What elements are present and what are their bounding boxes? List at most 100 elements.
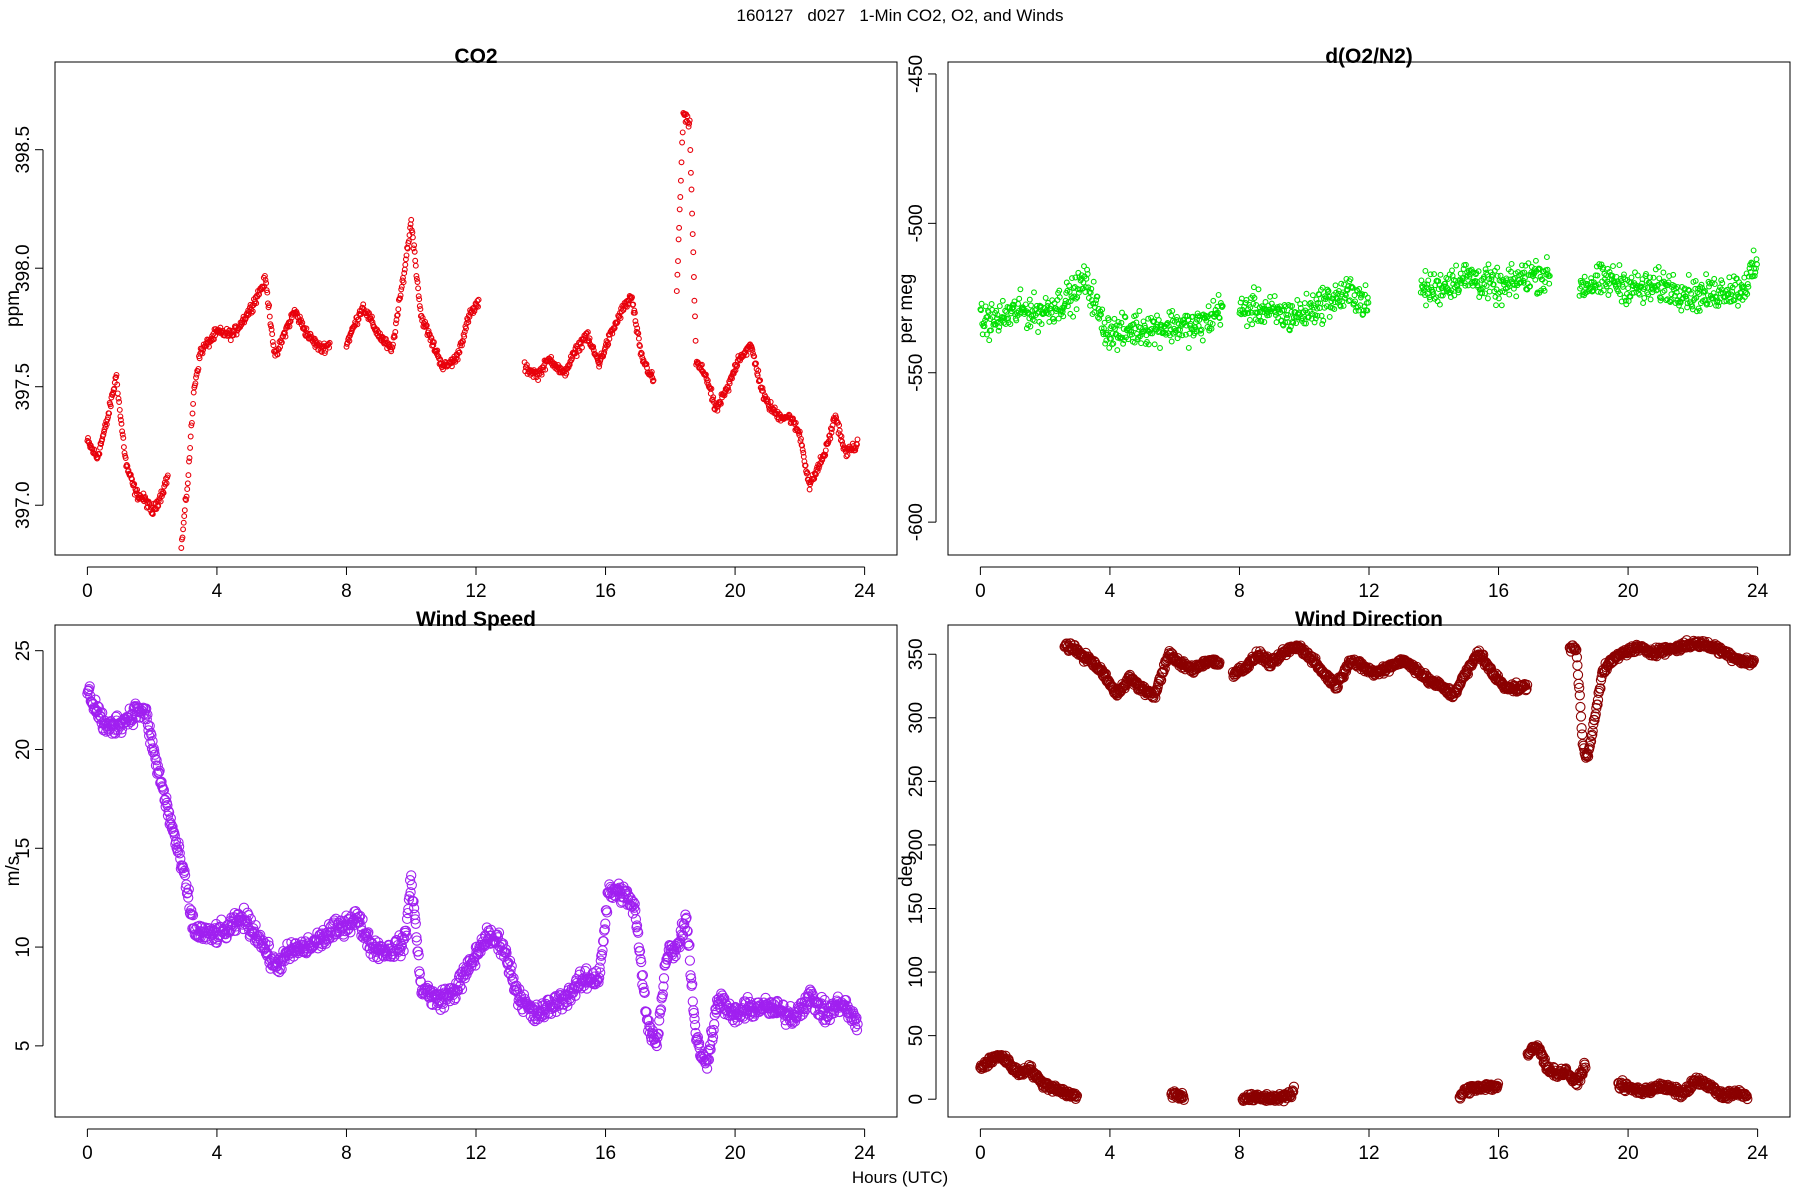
co2-data-point (786, 412, 793, 419)
co2-data-point (584, 329, 591, 336)
wind-speed-data-point (503, 957, 514, 968)
wind-direction-y-tick-label: 50 (906, 1025, 927, 1046)
co2-data-point (190, 389, 197, 396)
o2-data-point (979, 331, 986, 338)
o2-data-point (1106, 344, 1113, 351)
o2-data-point (1728, 291, 1734, 298)
co2-data-point (416, 303, 423, 310)
o2-data-point (1216, 315, 1223, 322)
o2-data-point (1101, 319, 1108, 326)
co2-data-point (573, 353, 580, 360)
wind-speed-x-tick-label: 0 (82, 1143, 93, 1164)
o2-data-point (1314, 305, 1320, 312)
co2-data-point (163, 480, 170, 487)
o2-x-tick-label: 4 (1105, 581, 1116, 602)
wind-speed-data-point (159, 794, 171, 805)
o2-data-point (1431, 271, 1438, 278)
o2-data-point (1546, 280, 1553, 287)
co2-data-point (676, 206, 683, 213)
o2-data-point (1157, 345, 1163, 351)
o2-data-point (1686, 287, 1693, 294)
o2-data-point (1115, 319, 1122, 325)
co2-y-tick-label: 397.5 (13, 363, 34, 411)
o2-data-point (1711, 275, 1718, 282)
o2-data-point (1073, 295, 1079, 302)
o2-data-point (1174, 313, 1180, 320)
co2-data-point (725, 387, 732, 394)
wind-speed-data-point (719, 993, 730, 1004)
o2-data-point (1460, 275, 1466, 281)
wind-speed-data-point (413, 950, 424, 961)
o2-data-point (1501, 289, 1508, 296)
co2-observations (84, 109, 861, 551)
o2-data-point (981, 323, 988, 330)
co2-data-point (818, 459, 825, 466)
co2-data-point (456, 349, 463, 356)
co2-data-point (129, 476, 135, 483)
co2-x-tick-label: 20 (725, 581, 746, 602)
o2-data-point (1462, 261, 1469, 268)
wind-speed-data-point (363, 927, 374, 938)
o2-data-point (1750, 247, 1757, 254)
o2-x-tick-label: 8 (1234, 581, 1245, 602)
o2-data-point (1732, 281, 1739, 288)
o2-data-point (1364, 307, 1371, 314)
o2-data-point (1674, 284, 1681, 291)
o2-data-point (1114, 347, 1121, 354)
o2-data-point (1219, 303, 1226, 309)
wind-speed-data-point (682, 926, 693, 937)
co2-data-point (844, 452, 851, 458)
o2-data-point (1309, 292, 1316, 299)
wind-speed-data-point (163, 807, 175, 818)
wind-speed-data-point (633, 927, 644, 938)
o2-data-point (1607, 287, 1614, 294)
co2-data-point (675, 236, 682, 243)
o2-data-point (1581, 273, 1588, 280)
co2-data-point (193, 374, 199, 381)
wind-speed-data-point (162, 799, 173, 811)
o2-data-point (1070, 313, 1077, 320)
wind-speed-data-point (470, 960, 481, 971)
co2-data-point (764, 398, 771, 405)
o2-data-point (1109, 330, 1116, 337)
o2-data-point (1442, 280, 1449, 287)
o2-data-point (1706, 283, 1712, 290)
co2-data-point (717, 400, 724, 407)
o2-data-point (1418, 277, 1425, 284)
co2-data-point (405, 238, 412, 245)
o2-data-point (1311, 304, 1318, 311)
wind-speed-data-point (149, 749, 160, 760)
o2-data-point (1005, 315, 1012, 322)
co2-data-point (637, 343, 643, 350)
o2-data-point (978, 300, 985, 307)
wind-speed-data-point (127, 719, 139, 731)
o2-data-point (1498, 302, 1505, 309)
co2-data-point (676, 224, 683, 231)
wind-speed-data-point (631, 920, 643, 931)
o2-data-point (1423, 302, 1429, 309)
wind-speed-data-point (570, 990, 581, 1001)
o2-data-point (1073, 306, 1080, 313)
wind-direction-y-tick-label: 250 (906, 766, 927, 798)
co2-data-point (806, 486, 813, 493)
o2-data-point (1078, 272, 1085, 279)
o2-data-point (1457, 270, 1464, 277)
co2-data-point (799, 446, 806, 453)
co2-data-point (753, 360, 759, 367)
co2-data-point (410, 245, 417, 252)
wind-speed-data-point (385, 951, 397, 962)
co2-data-point (355, 316, 362, 323)
wind-direction-x-tick-label: 16 (1488, 1143, 1509, 1164)
co2-data-point (688, 186, 695, 193)
co2-data-point (269, 338, 276, 345)
o2-data-point (1341, 295, 1348, 301)
co2-data-point (596, 363, 603, 370)
co2-data-point (248, 309, 255, 316)
o2-data-point (1132, 312, 1139, 319)
co2-data-point (392, 320, 399, 327)
o2-data-point (1729, 288, 1736, 295)
o2-data-point (1098, 325, 1105, 332)
wind-speed-data-point (689, 1019, 701, 1031)
co2-data-point (119, 428, 126, 435)
o2-data-point (1319, 321, 1326, 328)
